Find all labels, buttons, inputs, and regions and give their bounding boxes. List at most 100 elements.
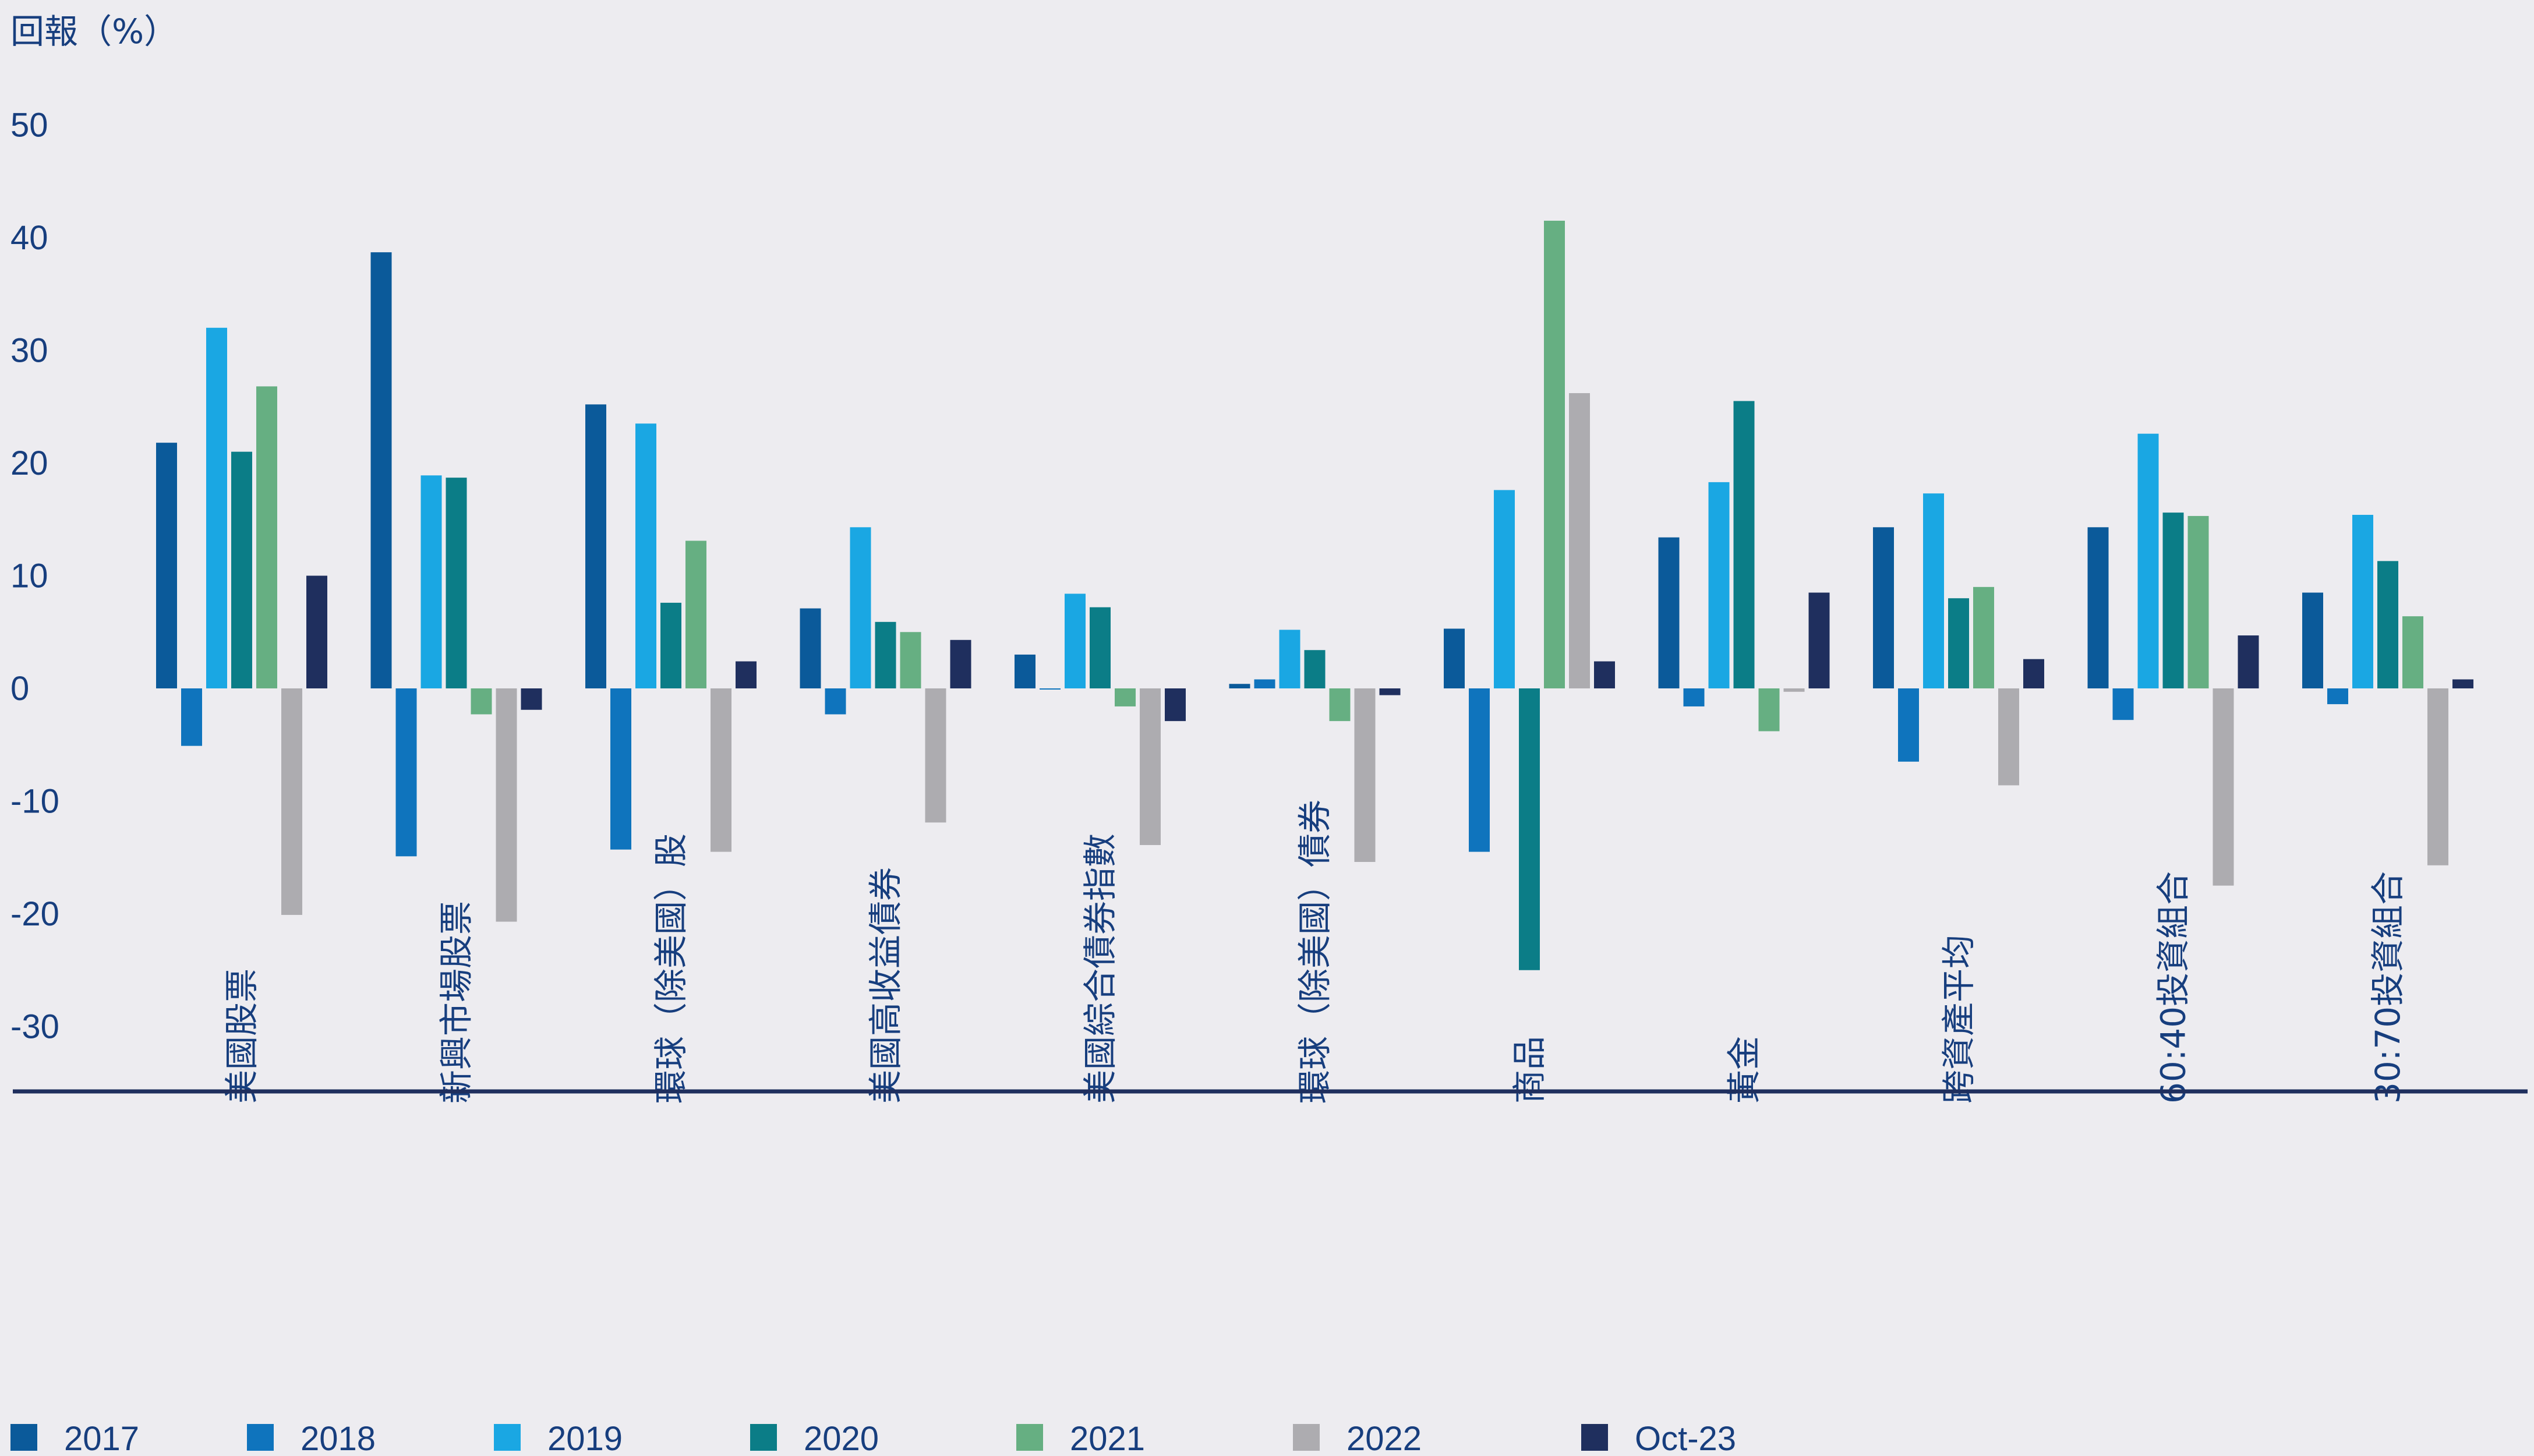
category-label: 美國綜合債券指數 — [1080, 833, 1120, 1104]
bar — [2377, 561, 2398, 688]
bar — [950, 639, 971, 688]
legend-swatch — [1016, 1424, 1043, 1451]
bar — [1658, 537, 1680, 688]
bar — [660, 602, 681, 688]
category-label: 美國股票 — [222, 969, 261, 1104]
bar — [1304, 650, 1326, 688]
bar — [1015, 654, 1035, 688]
y-tick-label: 30 — [10, 332, 48, 370]
bar — [1808, 592, 1830, 688]
bar — [2327, 688, 2348, 705]
legend-label: 2020 — [804, 1420, 879, 1456]
bar — [2352, 515, 2373, 688]
bar — [1254, 679, 1275, 688]
bar — [800, 608, 821, 688]
bar — [736, 661, 757, 688]
bar — [2112, 688, 2134, 720]
bar — [2087, 527, 2109, 688]
bar — [181, 688, 202, 746]
bar — [1594, 661, 1615, 688]
bar — [2302, 592, 2323, 688]
bar — [610, 688, 631, 850]
bar — [156, 443, 177, 688]
bar — [1140, 688, 1161, 845]
bar — [825, 688, 846, 715]
y-tick-label: 20 — [10, 444, 48, 482]
bar — [2452, 679, 2473, 688]
bar — [395, 688, 417, 857]
bar — [2023, 659, 2044, 688]
bar — [1065, 593, 1086, 688]
bar — [281, 688, 302, 915]
legend-label: 2017 — [64, 1420, 139, 1456]
bar — [925, 688, 946, 823]
bar — [585, 404, 606, 688]
bar — [1898, 688, 1919, 762]
y-tick-label: -20 — [10, 895, 59, 933]
bar — [2187, 515, 2209, 688]
category-label: 環球（除美國）股 — [651, 833, 691, 1104]
bar — [1519, 688, 1540, 970]
legend-swatch — [1581, 1424, 1608, 1451]
bar — [1354, 688, 1376, 862]
bar — [1873, 527, 1894, 688]
bar — [1783, 688, 1805, 692]
bar — [471, 688, 492, 715]
bar — [875, 621, 896, 688]
y-axis-label: 回報（%） — [10, 12, 178, 51]
bar — [1090, 607, 1111, 688]
legend-swatch — [750, 1424, 777, 1451]
y-tick-label: -30 — [10, 1008, 59, 1046]
bar — [2162, 513, 2184, 688]
legend-swatch — [10, 1424, 37, 1451]
legend-label: 2022 — [1346, 1420, 1422, 1456]
bar — [2137, 433, 2159, 688]
bar — [1115, 688, 1136, 706]
bar — [1469, 688, 1490, 852]
bar — [521, 688, 542, 710]
bar — [635, 423, 656, 688]
bar — [2213, 688, 2234, 886]
legend-swatch — [247, 1424, 274, 1451]
bar — [1040, 688, 1061, 690]
bar — [1733, 401, 1755, 688]
bar — [1494, 490, 1515, 688]
bar — [1708, 482, 1730, 688]
bar — [306, 575, 327, 688]
legend-swatch — [1293, 1424, 1320, 1451]
bar — [1569, 393, 1590, 688]
legend-label: Oct-23 — [1635, 1420, 1736, 1456]
bar — [1758, 688, 1780, 731]
category-label: 黃金 — [1724, 1036, 1764, 1104]
bar — [206, 327, 227, 688]
bar — [1973, 586, 1994, 688]
bar — [370, 252, 392, 688]
legend-label: 2019 — [547, 1420, 623, 1456]
bar — [1998, 688, 2019, 786]
bar — [2402, 616, 2423, 688]
bar — [256, 386, 277, 688]
bar — [1379, 688, 1401, 695]
category-label: 30:70投資組合 — [2368, 871, 2408, 1104]
category-label: 美國高收益債券 — [866, 867, 906, 1104]
y-tick-label: 40 — [10, 219, 48, 257]
y-tick-label: 50 — [10, 107, 48, 144]
y-tick-label: 10 — [10, 557, 48, 595]
bar — [1329, 688, 1351, 722]
bar — [1444, 628, 1465, 688]
bar — [1923, 493, 1944, 688]
bar — [1279, 630, 1300, 688]
bar — [1683, 688, 1705, 706]
bar — [231, 451, 252, 688]
bar — [1229, 684, 1250, 688]
bar — [1165, 688, 1186, 722]
category-label: 新興市場股票 — [437, 901, 476, 1104]
bar — [711, 688, 731, 852]
category-label: 60:40投資組合 — [2154, 871, 2193, 1104]
y-tick-label: 0 — [10, 670, 29, 708]
category-label: 環球（除美國）債券 — [1295, 800, 1335, 1104]
bar — [850, 527, 871, 688]
bar — [900, 632, 921, 688]
